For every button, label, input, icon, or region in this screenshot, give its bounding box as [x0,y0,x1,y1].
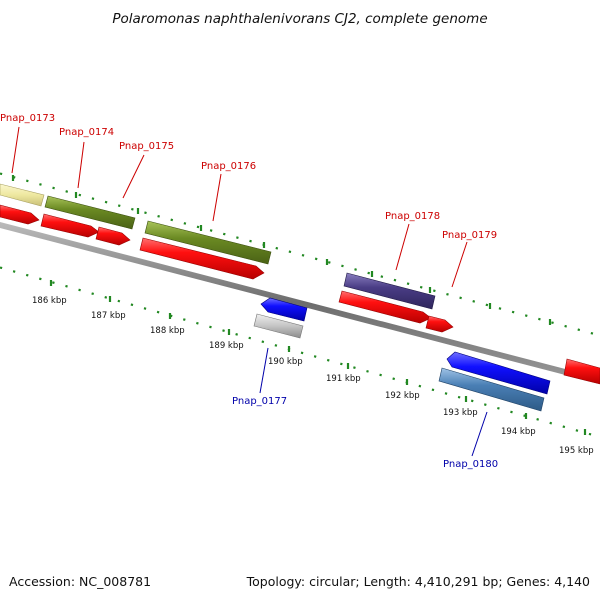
gene-pnap-0174-feature[interactable] [44,195,136,230]
kbp-label: 187 kbp [91,311,126,321]
kbp-label: 195 kbp [559,446,594,456]
leader-pnap-0173 [11,126,20,174]
cds-pnap-0179[interactable] [425,315,454,333]
kbp-label: 192 kbp [385,391,420,401]
inner-tick-track [0,266,600,439]
accession-text: Accession: NC_008781 [9,574,151,589]
kbp-label: 194 kbp [501,427,536,437]
label-pnap-0177[interactable]: Pnap_0177 [232,396,287,407]
kbp-label: 191 kbp [326,374,361,384]
kbp-label: 190 kbp [268,357,303,367]
label-pnap-0174[interactable]: Pnap_0174 [59,127,114,138]
leader-pnap-0176 [212,173,222,222]
label-pnap-0176[interactable]: Pnap_0176 [201,161,256,172]
kbp-label: 186 kbp [32,296,67,306]
map-title: Polaromonas naphthalenivorans CJ2, compl… [112,11,487,27]
kbp-scale-labels: 186 kbp 187 kbp 188 kbp 189 kbp 190 kbp … [32,296,594,456]
gene-pnap-0178-feature[interactable] [343,272,436,310]
gene-pnap-0177-feature[interactable] [253,313,304,339]
outer-tick-track [0,172,600,337]
cds-pnap-0176[interactable] [139,237,265,280]
leader-pnap-0175 [122,154,145,199]
label-pnap-0173[interactable]: Pnap_0173 [0,113,55,124]
label-pnap-0180[interactable]: Pnap_0180 [443,459,498,470]
kbp-label: 188 kbp [150,326,185,336]
label-leader-lines [11,126,488,457]
kbp-label: 189 kbp [209,341,244,351]
label-pnap-0179[interactable]: Pnap_0179 [442,230,497,241]
gene-pnap-0173-feature[interactable] [0,183,45,207]
cds-pnap-0178[interactable] [338,290,432,324]
genome-backbone [0,222,600,384]
cds-pnap-0175[interactable] [95,226,131,246]
cds-pnap-0177[interactable] [260,297,308,322]
leader-pnap-0180 [471,411,488,457]
leader-pnap-0177 [259,347,269,394]
cds-pnap-0173[interactable] [0,204,40,225]
cds-next-gene-edge[interactable] [563,358,600,385]
cds-pnap-0174[interactable] [40,213,100,238]
label-pnap-0178[interactable]: Pnap_0178 [385,211,440,222]
leader-pnap-0178 [395,223,410,271]
kbp-label: 193 kbp [443,408,478,418]
gene-pnap-0180-feature[interactable] [438,367,545,412]
gene-pnap-0176-feature[interactable] [144,220,272,265]
leader-pnap-0179 [451,241,468,288]
label-pnap-0175[interactable]: Pnap_0175 [119,141,174,152]
topology-text: Topology: circular; Length: 4,410,291 bp… [246,574,590,589]
cds-pnap-0180[interactable] [446,351,551,395]
leader-pnap-0174 [77,141,85,189]
